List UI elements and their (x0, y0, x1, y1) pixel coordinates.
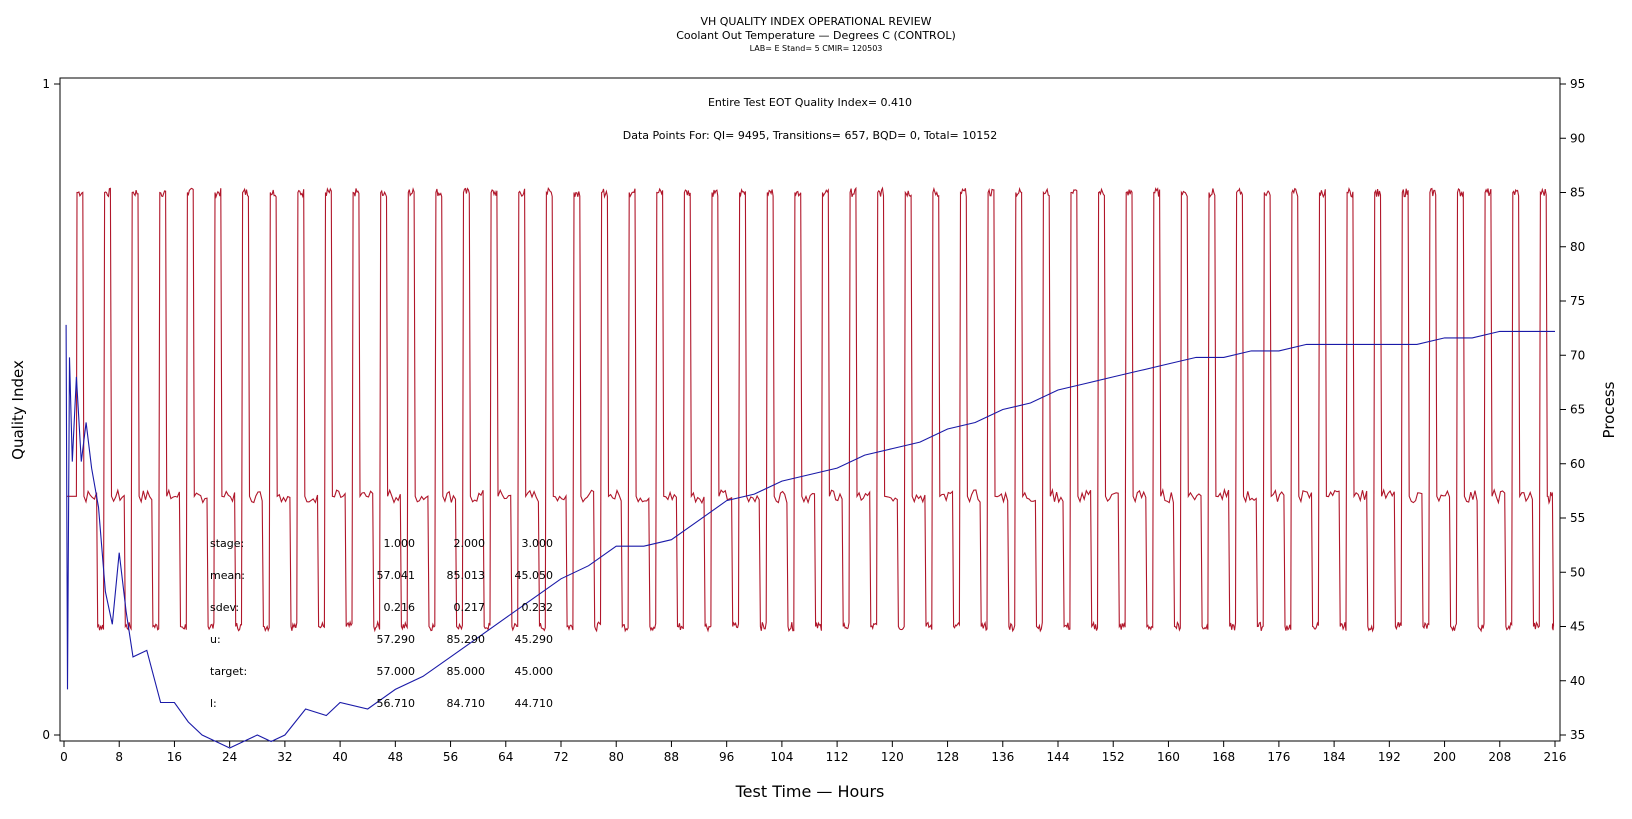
y-right-tick-label: 95 (1570, 77, 1585, 91)
stats-value: 44.710 (515, 697, 554, 710)
y-right-tick-label: 40 (1570, 674, 1585, 688)
x-tick-label: 208 (1488, 750, 1511, 764)
stats-table: stage: 1.000 2.000 3.000 mean: 57.041 85.013 45… (210, 537, 553, 710)
stats-value: 56.710 (377, 697, 416, 710)
x-tick-label: 184 (1323, 750, 1346, 764)
y-axis-left: 01 (42, 77, 60, 742)
x-tick-label: 0 (60, 750, 68, 764)
stats-value: 45.050 (515, 569, 554, 582)
y-right-tick-label: 75 (1570, 294, 1585, 308)
x-tick-label: 88 (664, 750, 679, 764)
y-right-tick-label: 45 (1570, 620, 1585, 634)
x-tick-label: 96 (719, 750, 734, 764)
x-tick-label: 32 (277, 750, 292, 764)
x-tick-label: 48 (388, 750, 403, 764)
stats-value: 45.000 (515, 665, 554, 678)
y-right-tick-label: 70 (1570, 348, 1585, 362)
stats-value: 85.013 (447, 569, 486, 582)
stats-value: 0.216 (384, 601, 416, 614)
chart-subsubtitle: LAB= E Stand= 5 CMIR= 120503 (750, 44, 883, 53)
stats-value: 57.000 (377, 665, 416, 678)
quality-index-series-line (65, 324, 1555, 749)
x-tick-label: 136 (991, 750, 1014, 764)
x-tick-label: 16 (167, 750, 182, 764)
x-tick-label: 24 (222, 750, 237, 764)
x-tick-label: 160 (1157, 750, 1180, 764)
x-tick-label: 72 (553, 750, 568, 764)
plot-frame (59, 77, 1561, 742)
x-tick-label: 104 (770, 750, 793, 764)
y-right-tick-label: 35 (1570, 728, 1585, 742)
y-right-tick-label: 50 (1570, 565, 1585, 579)
x-tick-label: 112 (826, 750, 849, 764)
x-tick-label: 200 (1433, 750, 1456, 764)
stats-row-label: mean: (210, 569, 245, 582)
y-right-tick-label: 85 (1570, 186, 1585, 200)
qi-summary: Entire Test EOT Quality Index= 0.410 (708, 96, 912, 109)
y-axis-right-title: Process (1600, 381, 1618, 438)
x-tick-label: 144 (1047, 750, 1070, 764)
stats-value: 85.000 (447, 665, 486, 678)
y-left-tick-label: 0 (42, 728, 50, 742)
x-tick-label: 8 (115, 750, 123, 764)
x-tick-label: 40 (332, 750, 347, 764)
x-tick-label: 120 (881, 750, 904, 764)
stats-value: 84.710 (447, 697, 486, 710)
stats-row-label: l: (210, 697, 217, 710)
process-series-line (66, 186, 1555, 633)
stats-value: 3.000 (522, 537, 554, 550)
x-tick-label: 216 (1544, 750, 1567, 764)
series-layer (65, 186, 1555, 749)
chart-title: VH QUALITY INDEX OPERATIONAL REVIEW (700, 15, 931, 28)
stats-value: 0.232 (522, 601, 554, 614)
stats-value: 0.217 (454, 601, 486, 614)
x-tick-label: 56 (443, 750, 458, 764)
y-right-tick-label: 80 (1570, 240, 1585, 254)
y-axis-left-title: Quality Index (9, 360, 27, 460)
stats-value: 57.290 (377, 633, 416, 646)
y-right-tick-label: 90 (1570, 131, 1585, 145)
stats-row-label: target: (210, 665, 247, 678)
x-tick-label: 152 (1102, 750, 1125, 764)
y-right-tick-label: 55 (1570, 511, 1585, 525)
x-tick-label: 80 (609, 750, 624, 764)
x-axis: 0 8 16 24 32 40 48 56 64 72 80 88 96 104 112 120 128 136 1… (60, 741, 1566, 764)
y-right-tick-label: 65 (1570, 403, 1585, 417)
stats-value: 85.290 (447, 633, 486, 646)
y-axis-right: 35 40 45 50 55 60 65 70 75 80 85 90 95 (1560, 77, 1585, 742)
y-left-tick-label: 1 (42, 77, 50, 91)
stats-value: 45.290 (515, 633, 554, 646)
stats-value: 57.041 (377, 569, 416, 582)
stats-value: 2.000 (454, 537, 486, 550)
x-tick-label: 128 (936, 750, 959, 764)
stats-row-label: sdev: (210, 601, 239, 614)
x-axis-title: Test Time — Hours (735, 782, 885, 801)
stats-row-label: stage: (210, 537, 244, 550)
stats-row-label: u: (210, 633, 221, 646)
x-tick-label: 168 (1212, 750, 1235, 764)
data-points-summary: Data Points For: QI= 9495, Transitions= … (623, 129, 998, 142)
x-tick-label: 192 (1378, 750, 1401, 764)
stats-value: 1.000 (384, 537, 416, 550)
x-tick-label: 176 (1267, 750, 1290, 764)
chart-subtitle: Coolant Out Temperature — Degrees C (CON… (676, 29, 956, 42)
x-tick-label: 64 (498, 750, 513, 764)
y-right-tick-label: 60 (1570, 457, 1585, 471)
